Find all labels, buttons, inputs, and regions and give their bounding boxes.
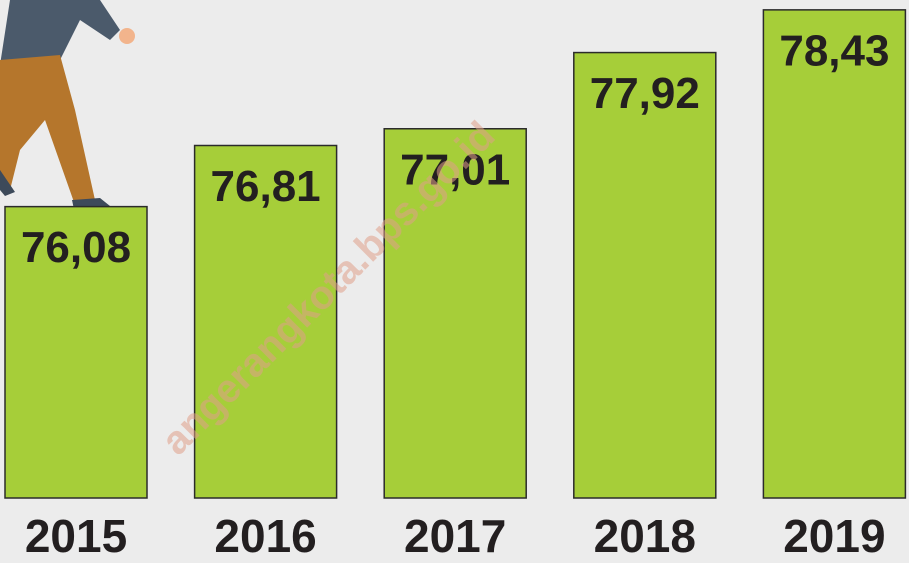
bar xyxy=(573,51,717,499)
x-tick-label: 2017 xyxy=(404,510,506,562)
x-tick-label: 2015 xyxy=(25,510,127,562)
walking-person-illustration xyxy=(0,0,135,214)
bar xyxy=(383,128,527,499)
value-label: 76,81 xyxy=(211,162,321,211)
bar xyxy=(4,205,148,499)
x-tick-label: 2019 xyxy=(783,510,885,562)
bar xyxy=(193,144,338,499)
value-label: 77,92 xyxy=(590,69,700,118)
value-label: 77,01 xyxy=(400,145,510,194)
x-tick-label: 2018 xyxy=(594,510,696,562)
bar xyxy=(762,9,907,499)
value-label: 78,43 xyxy=(779,26,889,75)
value-label: 76,08 xyxy=(21,223,131,272)
x-tick-label: 2016 xyxy=(214,510,316,562)
